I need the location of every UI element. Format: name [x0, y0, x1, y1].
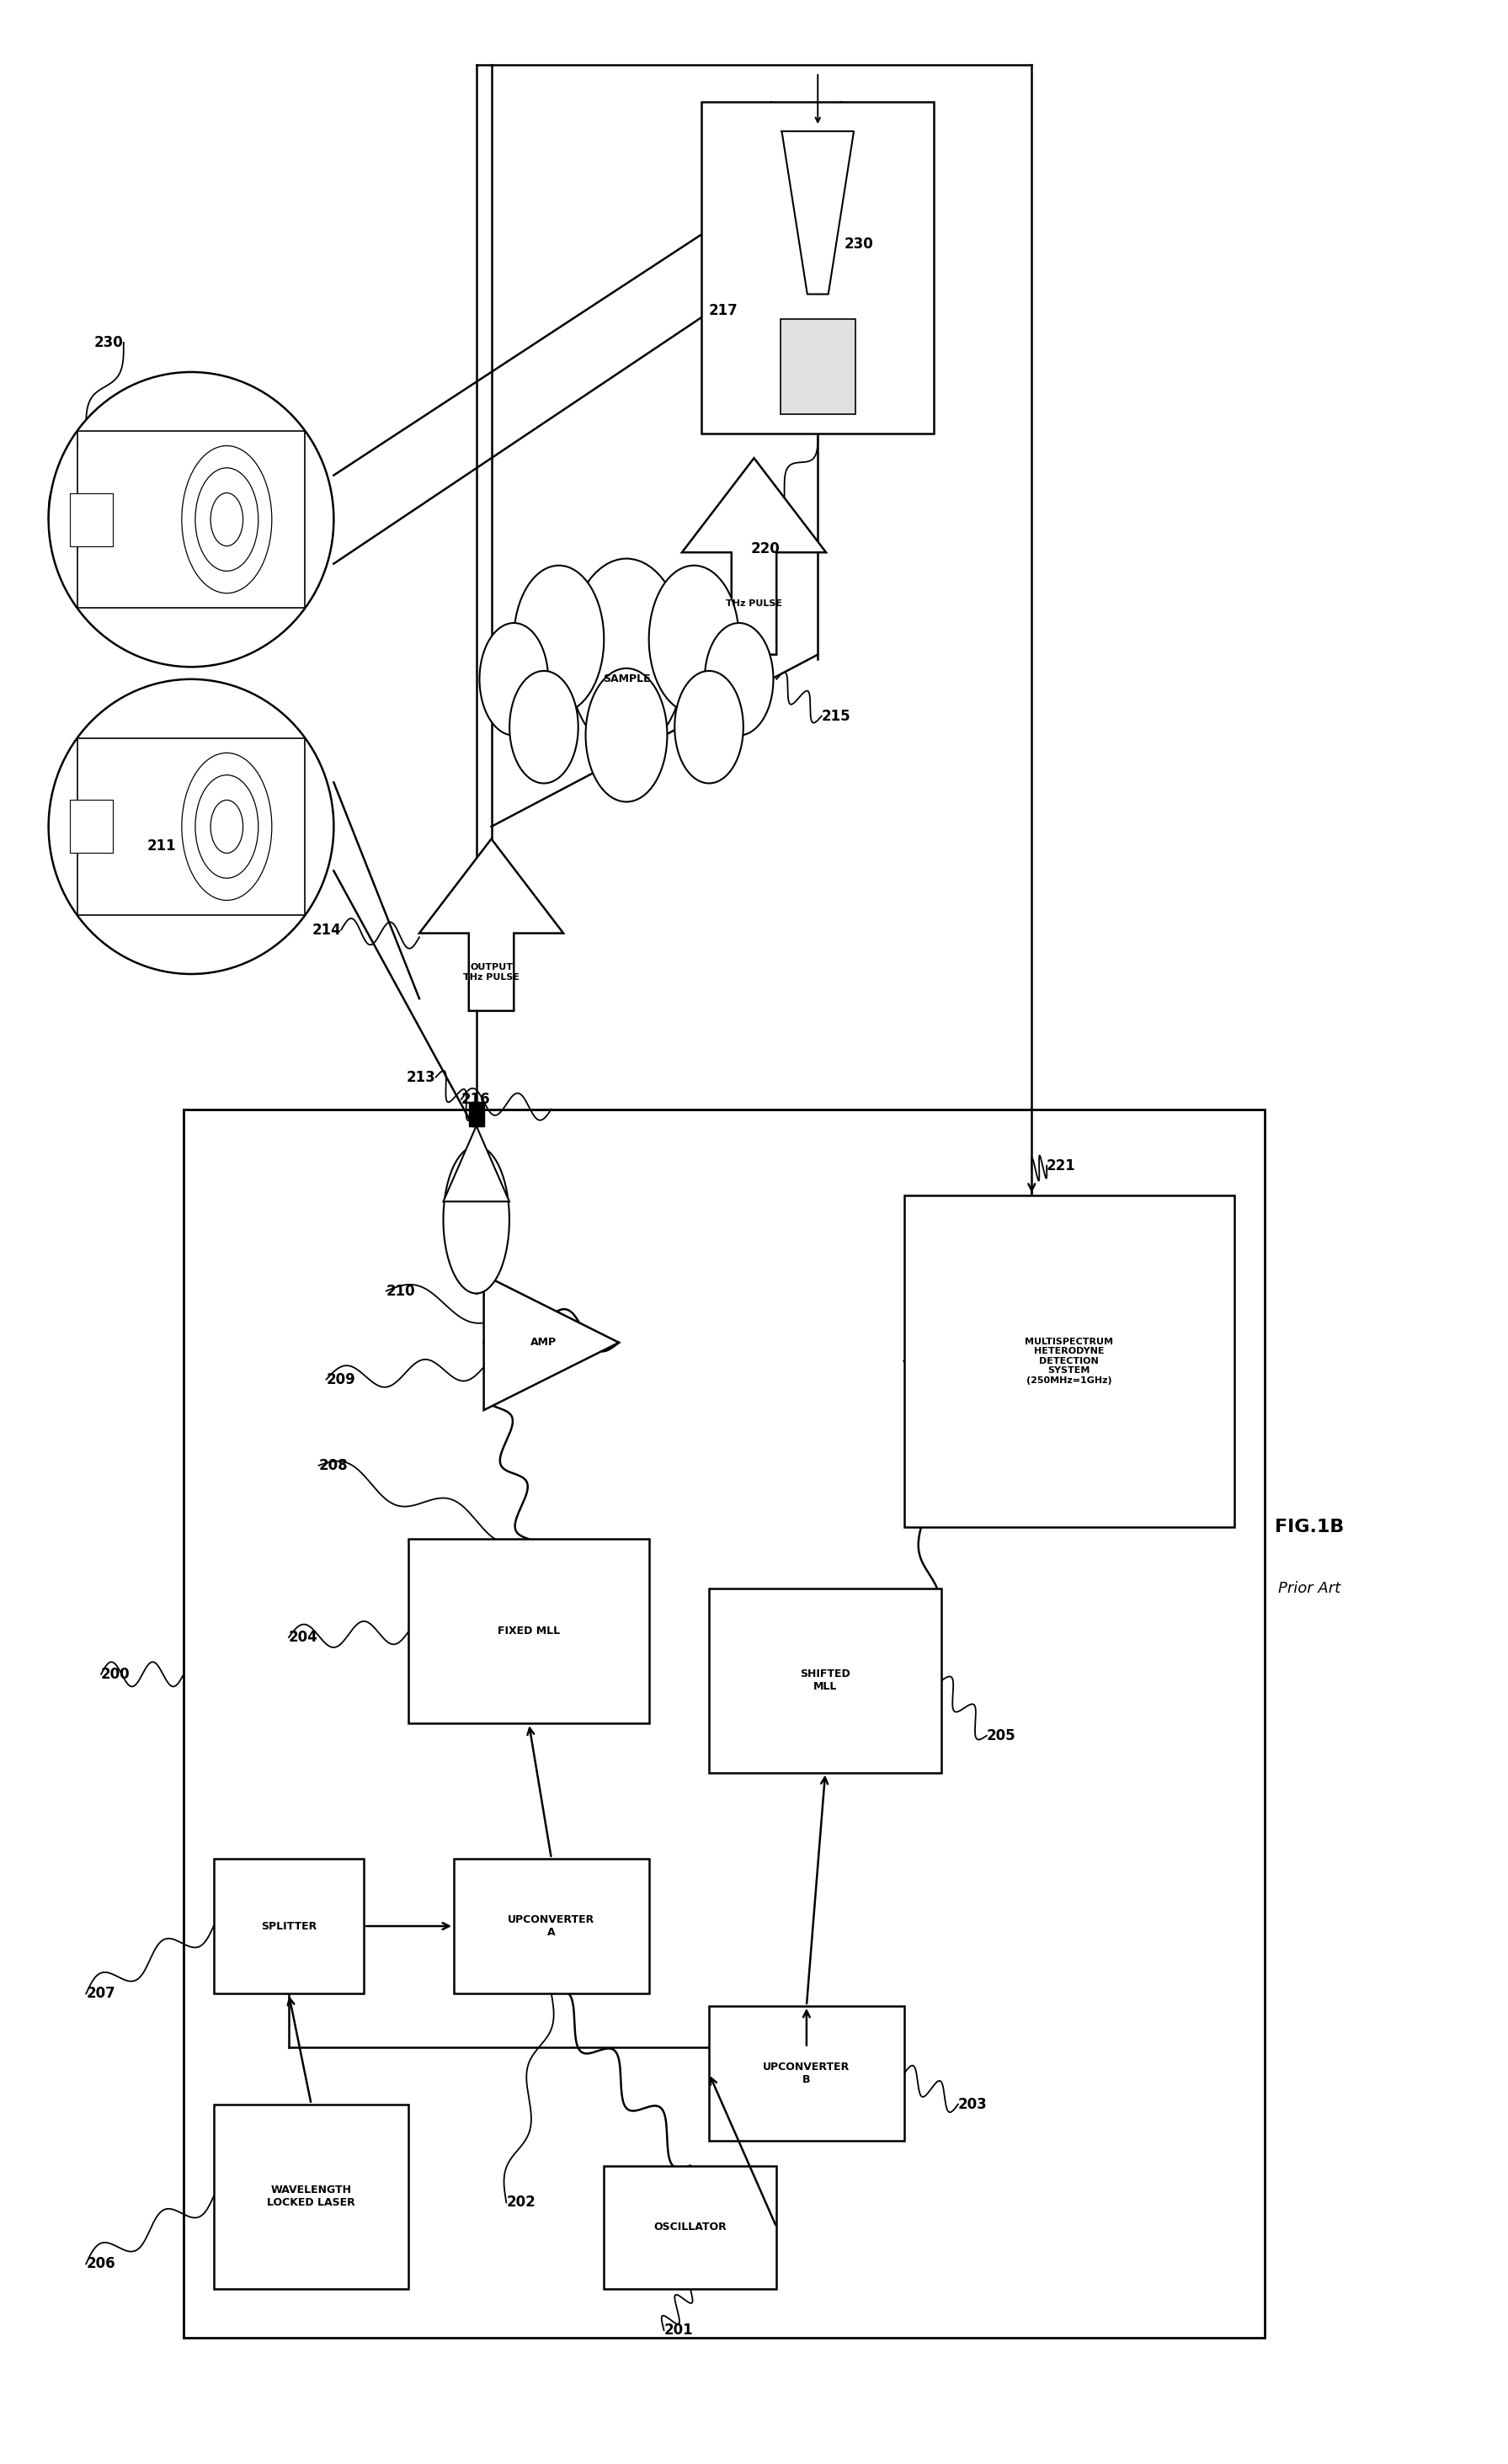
Text: SPLITTER: SPLITTER [261, 1919, 317, 1932]
Text: WAVELENGTH
LOCKED LASER: WAVELENGTH LOCKED LASER [267, 2186, 356, 2208]
FancyBboxPatch shape [701, 101, 933, 434]
Text: SAMPLE: SAMPLE [603, 673, 650, 685]
FancyBboxPatch shape [709, 2006, 905, 2141]
Text: 211: 211 [146, 838, 176, 855]
Text: 206: 206 [86, 2257, 115, 2272]
Ellipse shape [48, 680, 333, 973]
Text: 203: 203 [958, 2097, 988, 2112]
Text: 201: 201 [664, 2324, 694, 2338]
FancyBboxPatch shape [77, 431, 305, 609]
FancyBboxPatch shape [69, 801, 113, 853]
FancyBboxPatch shape [469, 1101, 484, 1126]
Text: OUTPUT
THz PULSE: OUTPUT THz PULSE [463, 963, 520, 981]
Text: 220: 220 [751, 542, 780, 557]
Circle shape [704, 623, 774, 734]
Text: 207: 207 [86, 1986, 115, 2001]
Text: UPCONVERTER
A: UPCONVERTER A [508, 1915, 594, 1937]
FancyBboxPatch shape [709, 1589, 941, 1772]
Text: FIXED MLL: FIXED MLL [498, 1626, 559, 1636]
Text: AMP: AMP [531, 1338, 556, 1348]
Text: 230: 230 [95, 335, 124, 350]
Polygon shape [419, 838, 564, 1010]
FancyBboxPatch shape [603, 2166, 777, 2289]
Text: 216: 216 [461, 1092, 490, 1106]
Text: 217: 217 [709, 303, 739, 318]
Polygon shape [443, 1126, 510, 1202]
Circle shape [480, 623, 549, 734]
Text: 214: 214 [312, 922, 341, 936]
Circle shape [514, 564, 603, 712]
Text: MULTISPECTRUM
HETERODYNE
DETECTION
SYSTEM
(250MHz=1GHz): MULTISPECTRUM HETERODYNE DETECTION SYSTE… [1025, 1338, 1113, 1385]
FancyBboxPatch shape [214, 1858, 363, 1993]
Text: 204: 204 [288, 1629, 318, 1646]
Text: 205: 205 [986, 1727, 1016, 1742]
FancyBboxPatch shape [184, 1109, 1264, 2338]
Text: 230: 230 [844, 237, 873, 251]
Circle shape [510, 670, 578, 784]
FancyBboxPatch shape [69, 493, 113, 547]
Circle shape [674, 670, 743, 784]
Text: THz PULSE: THz PULSE [725, 599, 783, 609]
FancyBboxPatch shape [780, 318, 855, 414]
Text: FIG.1B: FIG.1B [1274, 1518, 1344, 1535]
Text: Prior Art: Prior Art [1279, 1582, 1341, 1597]
Text: 213: 213 [407, 1069, 436, 1084]
Circle shape [567, 559, 686, 752]
Circle shape [585, 668, 667, 801]
Text: 215: 215 [822, 710, 851, 724]
Text: 221: 221 [1047, 1158, 1075, 1173]
Text: 200: 200 [101, 1666, 130, 1683]
Text: 202: 202 [507, 2195, 535, 2210]
FancyBboxPatch shape [454, 1858, 648, 1993]
Text: OSCILLATOR: OSCILLATOR [653, 2223, 727, 2232]
FancyBboxPatch shape [77, 739, 305, 914]
Ellipse shape [443, 1146, 510, 1294]
FancyBboxPatch shape [214, 2104, 409, 2289]
Text: 209: 209 [326, 1372, 356, 1387]
FancyBboxPatch shape [905, 1195, 1235, 1528]
Text: 210: 210 [386, 1284, 415, 1299]
Text: UPCONVERTER
B: UPCONVERTER B [763, 2062, 851, 2085]
Circle shape [648, 564, 739, 712]
Polygon shape [484, 1274, 618, 1409]
Text: SHIFTED
MLL: SHIFTED MLL [801, 1668, 851, 1693]
Text: 208: 208 [318, 1459, 348, 1473]
Polygon shape [682, 458, 826, 655]
Ellipse shape [48, 372, 333, 668]
FancyBboxPatch shape [409, 1540, 648, 1722]
